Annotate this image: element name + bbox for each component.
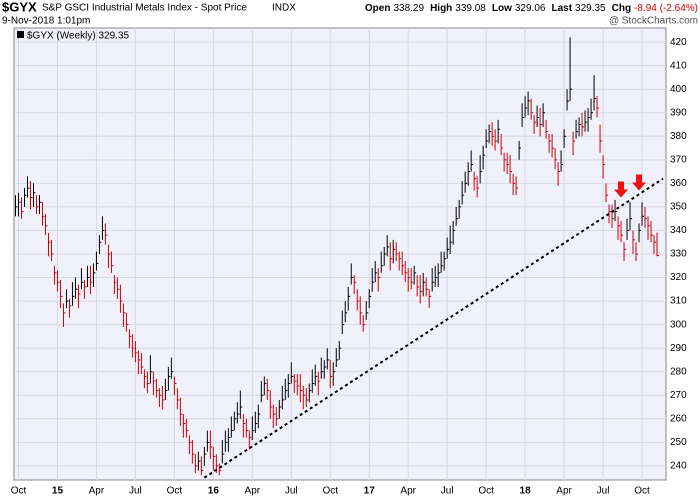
y-tick-label: 240 [670,461,687,472]
chart-title: S&P GSCI Industrial Metals Index - Spot … [42,3,247,14]
y-tick-label: 270 [670,390,687,401]
y-tick-label: 370 [670,154,687,165]
y-tick-label: 310 [670,296,687,307]
y-tick-label: 390 [670,107,687,118]
y-tick-label: 250 [670,437,687,448]
y-tick-label: 360 [670,178,687,189]
y-tick-label: 290 [670,343,687,354]
y-tick-label: 410 [670,60,687,71]
x-tick-label: Jul [441,486,454,497]
y-tick-label: 400 [670,84,687,95]
quote-label: Chg [612,3,631,14]
quote-value: 329.35 [575,3,606,14]
date: 9-Nov-2018 1:01pm [2,16,90,27]
y-tick-label: 380 [670,131,687,142]
quote-line: Open 338.29 High 339.08 Low 329.06 Last 329.35 C… [365,3,698,14]
x-tick-label: Jul [597,486,610,497]
x-tick-label: 18 [520,486,532,497]
quote-value: 329.06 [515,3,546,14]
quote-label: Low [492,3,512,14]
arrow [614,181,629,198]
symbol: $GYX [2,0,37,14]
quote-label: Open [365,3,391,14]
y-tick-label: 420 [670,37,687,48]
x-tick-label: Oct [167,486,183,497]
y-tick-label: 320 [670,272,687,283]
x-tick-label: 16 [208,486,220,497]
x-tick-label: Oct [478,486,494,497]
y-tick-label: 350 [670,202,687,213]
bars [14,37,660,476]
quote-label: High [430,3,452,14]
quote-value: 339.08 [455,3,486,14]
y-tick-label: 300 [670,319,687,330]
trendline [203,177,664,479]
legend: $GYX (Weekly) 329.35 [27,31,130,42]
arrow [632,174,647,191]
quote-value: -8.94 (-2.64%) [634,3,698,14]
x-tick-label: Oct [322,486,338,497]
x-tick-label: Apr [400,486,416,497]
x-tick-label: Apr [245,486,261,497]
exchange: INDX [272,3,296,14]
x-tick-label: Jul [129,486,142,497]
y-tick-label: 280 [670,366,687,377]
quote-value: 338.29 [393,3,424,14]
quote-label: Last [551,3,572,14]
grid: 240 250 260 270 280 290 300 310 320 330 340 350 360 3… [11,28,687,497]
annotations [203,174,664,479]
y-tick-label: 330 [670,249,687,260]
y-tick-label: 340 [670,225,687,236]
y-tick-label: 260 [670,413,687,424]
x-tick-label: Apr [89,486,105,497]
x-tick-label: 17 [364,486,376,497]
x-tick-label: Apr [556,486,572,497]
x-tick-label: Oct [634,486,650,497]
x-tick-label: 15 [52,486,64,497]
x-tick-label: Jul [285,486,298,497]
legend-swatch [17,31,24,38]
x-tick-label: Oct [11,486,27,497]
watermark: @ StockCharts.com [609,16,698,27]
quotes: Open 338.29 High 339.08 Low 329.06 Last 329.35 C… [365,3,698,14]
